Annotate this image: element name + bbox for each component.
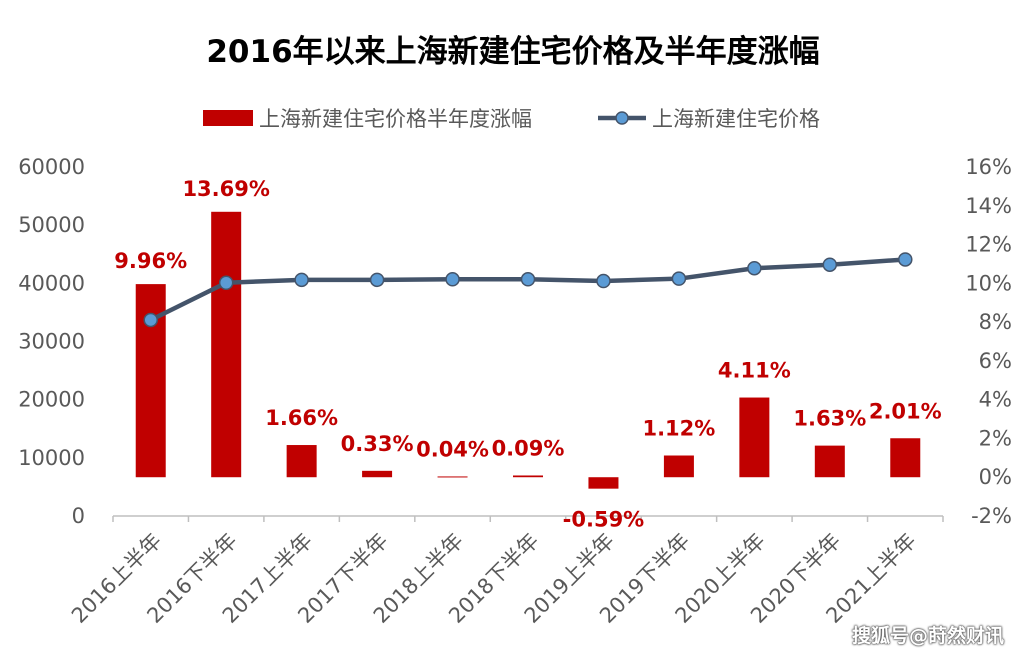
bar-3 (362, 470, 393, 478)
y-left-tick-label: 10000 (18, 446, 85, 470)
price-marker-8 (747, 260, 762, 276)
price-marker-6 (596, 273, 611, 289)
chart-title: 2016年以来上海新建住宅价格及半年度涨幅 (206, 34, 820, 70)
legend-bar-swatch (203, 110, 253, 126)
y-right-tick-label: 14% (965, 194, 1012, 218)
y-right-tick-label: -2% (971, 504, 1012, 528)
bar-2 (286, 445, 317, 478)
bar-data-label-2: 1.66% (265, 406, 338, 430)
bar-data-label-9: 1.63% (793, 407, 866, 431)
price-marker-10 (898, 252, 913, 267)
bar-9 (814, 445, 845, 478)
y-left-tick-label: 30000 (18, 330, 85, 354)
price-marker-4 (445, 272, 460, 287)
bar-data-label-0: 9.96% (114, 249, 187, 273)
y-right-tick-label: 8% (979, 310, 1012, 334)
price-marker-1 (218, 275, 234, 291)
legend-line-marker (615, 111, 629, 125)
bar-4 (437, 476, 468, 478)
y-left-tick-label: 60000 (18, 155, 85, 179)
bar-data-label-10: 2.01% (869, 399, 942, 423)
price-line (149, 257, 906, 322)
bar-data-label-8: 4.11% (718, 359, 791, 383)
legend-bar-label: 上海新建住宅价格半年度涨幅 (259, 107, 532, 131)
y-left-tick-label: 40000 (18, 271, 85, 295)
y-right-tick-label: 6% (979, 349, 1012, 373)
bar-6 (588, 477, 619, 489)
y-right-tick-label: 2% (979, 426, 1012, 450)
watermark-text: 搜狐号@莳然财讯 (851, 625, 1004, 647)
y-left-tick-label: 0 (72, 504, 85, 528)
bar-5 (513, 475, 543, 478)
y-left-tick-label: 20000 (18, 388, 85, 412)
y-right-tick-label: 12% (965, 233, 1012, 257)
bar-8 (739, 397, 770, 478)
bar-data-label-6: -0.59% (563, 508, 645, 532)
bar-7 (663, 455, 694, 478)
price-marker-9 (822, 257, 838, 272)
y-left-tick-label: 50000 (18, 213, 85, 237)
y-right-tick-label: 0% (979, 465, 1012, 489)
bar-data-label-7: 1.12% (642, 417, 715, 441)
price-marker-2 (294, 272, 309, 288)
y-right-tick-label: 10% (965, 271, 1012, 295)
bar-10 (890, 438, 921, 478)
bar-data-label-3: 0.33% (341, 432, 414, 456)
y-right-tick-label: 4% (979, 388, 1012, 412)
bar-data-label-1: 13.69% (182, 177, 269, 201)
y-right-tick-label: 16% (965, 155, 1012, 179)
legend-line-label: 上海新建住宅价格 (652, 107, 820, 131)
price-marker-3 (369, 272, 385, 288)
bar-data-label-4: 0.04% (416, 437, 489, 461)
bar-1 (211, 211, 242, 478)
price-marker-7 (671, 271, 687, 286)
bar-data-label-5: 0.09% (492, 436, 565, 460)
price-marker-0 (143, 312, 158, 328)
price-marker-5 (520, 272, 536, 287)
